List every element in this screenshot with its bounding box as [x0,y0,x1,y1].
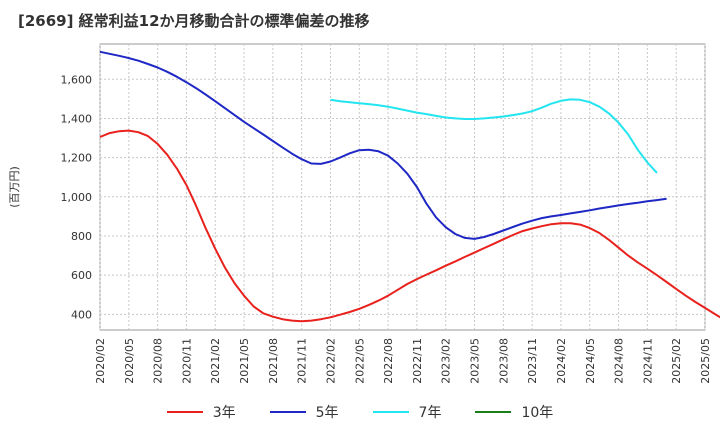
x-tick-label: 2025/02 [670,338,683,384]
legend-swatch [475,411,512,413]
legend-swatch [166,411,203,413]
x-tick-label: 2024/11 [641,338,654,384]
y-tick-label: 400 [71,308,92,321]
legend-label: 5年 [315,405,339,421]
x-tick-label: 2021/08 [267,338,280,384]
legend-swatch [269,411,306,413]
legend-item: 3年 [166,402,236,422]
series-line-7年 [330,98,658,174]
legend-label: 10年 [521,405,554,421]
x-tick-label: 2024/05 [584,338,597,384]
y-tick-label: 1,000 [61,191,93,204]
x-tick-label: 2023/02 [440,338,453,384]
x-tick-label: 2022/08 [382,338,395,384]
y-tick-label: 1,400 [61,112,93,125]
x-tick-label: 2022/05 [353,338,366,384]
chart-legend: 3年 5年 7年 10年 [0,402,720,422]
x-tick-label: 2023/11 [526,338,539,384]
x-tick-label: 2024/02 [555,338,568,384]
x-tick-label: 2025/05 [699,338,712,384]
x-tick-label: 2021/05 [238,338,251,384]
y-axis-label: (百万円) [8,166,21,208]
x-tick-label: 2021/02 [209,338,222,384]
chart-title: [2669] 経常利益12か月移動合計の標準偏差の推移 [18,12,370,30]
legend-item: 10年 [475,402,553,422]
y-tick-label: 800 [71,230,92,243]
x-tick-label: 2020/11 [180,338,193,384]
x-tick-label: 2020/05 [123,338,136,384]
legend-item: 5年 [269,402,339,422]
legend-item: 7年 [372,402,442,422]
legend-label: 3年 [212,405,236,421]
x-tick-label: 2021/11 [296,338,309,384]
x-tick-label: 2020/08 [152,338,165,384]
series-line-3年 [99,129,720,323]
x-tick-label: 2024/08 [613,338,626,384]
y-tick-label: 1,200 [61,152,93,165]
series-line-5年 [99,50,667,240]
legend-label: 7年 [418,405,442,421]
y-tick-label: 1,600 [61,73,93,86]
x-tick-label: 2022/02 [324,338,337,384]
x-tick-label: 2023/08 [497,338,510,384]
legend-swatch [372,411,409,413]
x-tick-label: 2023/05 [469,338,482,384]
x-tick-label: 2020/02 [94,338,107,384]
x-tick-label: 2022/11 [411,338,424,384]
y-tick-label: 600 [71,269,92,282]
